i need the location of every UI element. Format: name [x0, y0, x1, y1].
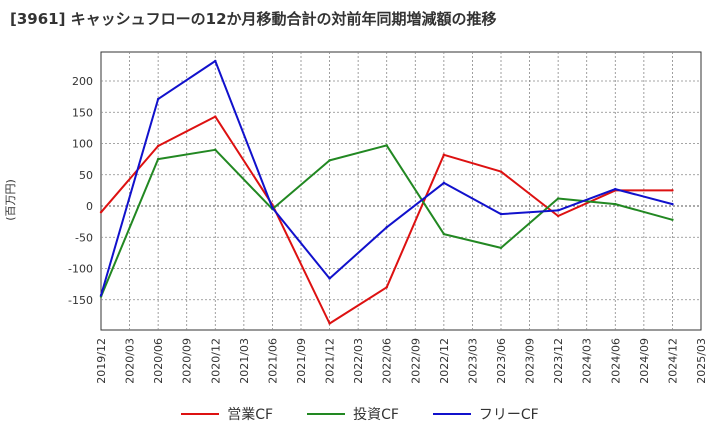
y-tick-label: 50	[79, 169, 93, 182]
data-point	[671, 189, 674, 192]
data-point	[328, 159, 331, 162]
data-point	[156, 97, 160, 101]
x-tick-label: 2022/12	[438, 338, 451, 384]
y-tick-label: 150	[72, 106, 93, 119]
legend-swatch-investing	[307, 413, 346, 415]
x-tick-label: 2024/06	[609, 338, 622, 384]
data-point	[385, 286, 388, 289]
data-point	[614, 202, 617, 206]
x-tick-label: 2025/03	[695, 338, 708, 384]
data-point	[214, 59, 217, 63]
data-point	[328, 322, 331, 325]
data-point	[556, 214, 560, 218]
data-point	[442, 153, 446, 156]
x-tick-label: 2020/06	[152, 338, 165, 384]
x-tick-label: 2021/09	[295, 338, 308, 384]
data-point	[442, 181, 446, 185]
data-point	[99, 211, 103, 214]
data-point	[556, 209, 560, 212]
legend-swatch-operating	[181, 413, 220, 415]
x-tick-label: 2024/12	[666, 338, 679, 384]
x-tick-label: 2024/09	[638, 338, 651, 384]
x-tick-label: 2024/03	[581, 338, 594, 384]
plot-area	[100, 51, 702, 331]
x-tick-label: 2020/03	[124, 338, 137, 384]
data-point	[328, 277, 331, 280]
x-tick-label: 2022/06	[381, 338, 394, 384]
data-point	[385, 226, 388, 229]
y-tick-label: -50	[75, 231, 93, 244]
x-tick-label: 2023/12	[552, 338, 565, 384]
data-point	[671, 202, 674, 206]
data-point	[214, 115, 217, 118]
data-point	[442, 232, 446, 236]
x-tick-label: 2021/03	[238, 338, 251, 384]
x-tick-label: 2020/09	[181, 338, 194, 384]
y-tick-label: 100	[72, 138, 93, 151]
x-tick-label: 2022/03	[352, 338, 365, 384]
data-point	[499, 170, 503, 173]
legend-item-free: フリーCF	[432, 404, 539, 424]
data-point	[271, 206, 274, 210]
y-tick-label: 200	[72, 75, 93, 88]
x-tick-label: 2022/09	[409, 338, 422, 384]
legend-item-investing: 投資CF	[307, 404, 399, 424]
x-tick-label: 2019/12	[95, 338, 108, 384]
data-point	[614, 187, 617, 191]
legend: 営業CF 投資CF フリーCF	[0, 404, 720, 424]
data-point	[499, 246, 503, 250]
legend-label-investing: 投資CF	[353, 407, 399, 423]
legend-label-free: フリーCF	[478, 407, 539, 423]
x-tick-label: 2021/06	[266, 338, 279, 384]
data-point	[671, 218, 674, 221]
data-point	[156, 144, 160, 148]
data-point	[556, 197, 560, 200]
x-tick-label: 2023/03	[466, 338, 479, 384]
y-tick-label: -100	[68, 263, 93, 276]
x-tick-label: 2021/12	[324, 338, 337, 384]
legend-item-operating: 営業CF	[181, 404, 273, 424]
legend-swatch-free	[432, 413, 471, 415]
data-point	[385, 144, 388, 147]
x-tick-label: 2020/12	[209, 338, 222, 384]
data-point	[214, 148, 217, 151]
data-point	[499, 212, 503, 216]
data-point	[156, 157, 160, 161]
y-tick-label: 0	[86, 200, 93, 213]
chart-title: [3961] キャッシュフローの12か月移動合計の対前年同期増減額の推移	[10, 10, 497, 28]
y-tick-label: -150	[68, 294, 93, 307]
x-tick-label: 2023/09	[524, 338, 537, 384]
x-tick-label: 2023/06	[495, 338, 508, 384]
data-point	[99, 294, 103, 297]
legend-label-operating: 営業CF	[227, 407, 274, 423]
